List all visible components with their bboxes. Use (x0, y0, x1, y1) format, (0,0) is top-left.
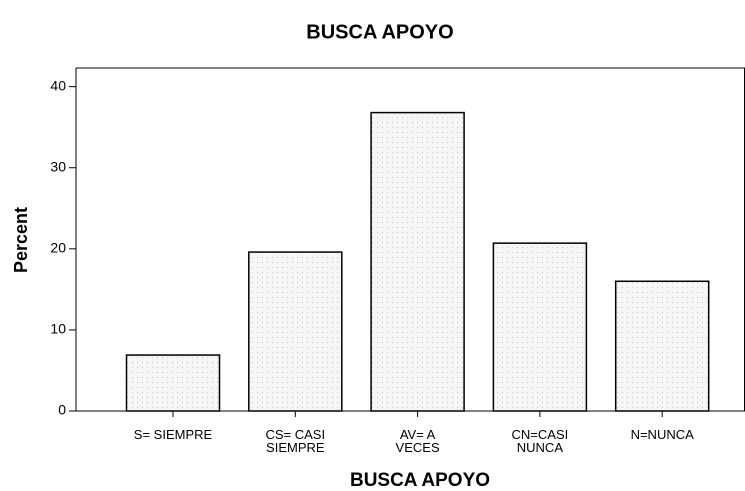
bar (125, 354, 221, 412)
y-tick-label: 30 (50, 158, 66, 174)
y-tick-label: 0 (58, 402, 66, 418)
x-tick-label: AV= A VECES (395, 427, 440, 455)
y-tick-label: 40 (50, 77, 66, 93)
bar (248, 251, 343, 412)
x-tick-label: S= SIEMPRE (133, 427, 213, 442)
x-tick-label: N=NUNCA (630, 427, 694, 442)
y-tick-label: 10 (50, 321, 66, 337)
chart-title: BUSCA APOYO (306, 21, 453, 43)
x-tick-label: CS= CASI SIEMPRE (265, 427, 326, 455)
bar (370, 111, 465, 412)
y-tick-label: 20 (50, 240, 66, 256)
x-axis-label: BUSCA APOYO (350, 470, 490, 491)
bar (614, 280, 710, 412)
y-axis-label: Percent (11, 207, 31, 273)
bar (492, 242, 588, 412)
x-tick-label: CN=CASI NUNCA (511, 427, 569, 455)
